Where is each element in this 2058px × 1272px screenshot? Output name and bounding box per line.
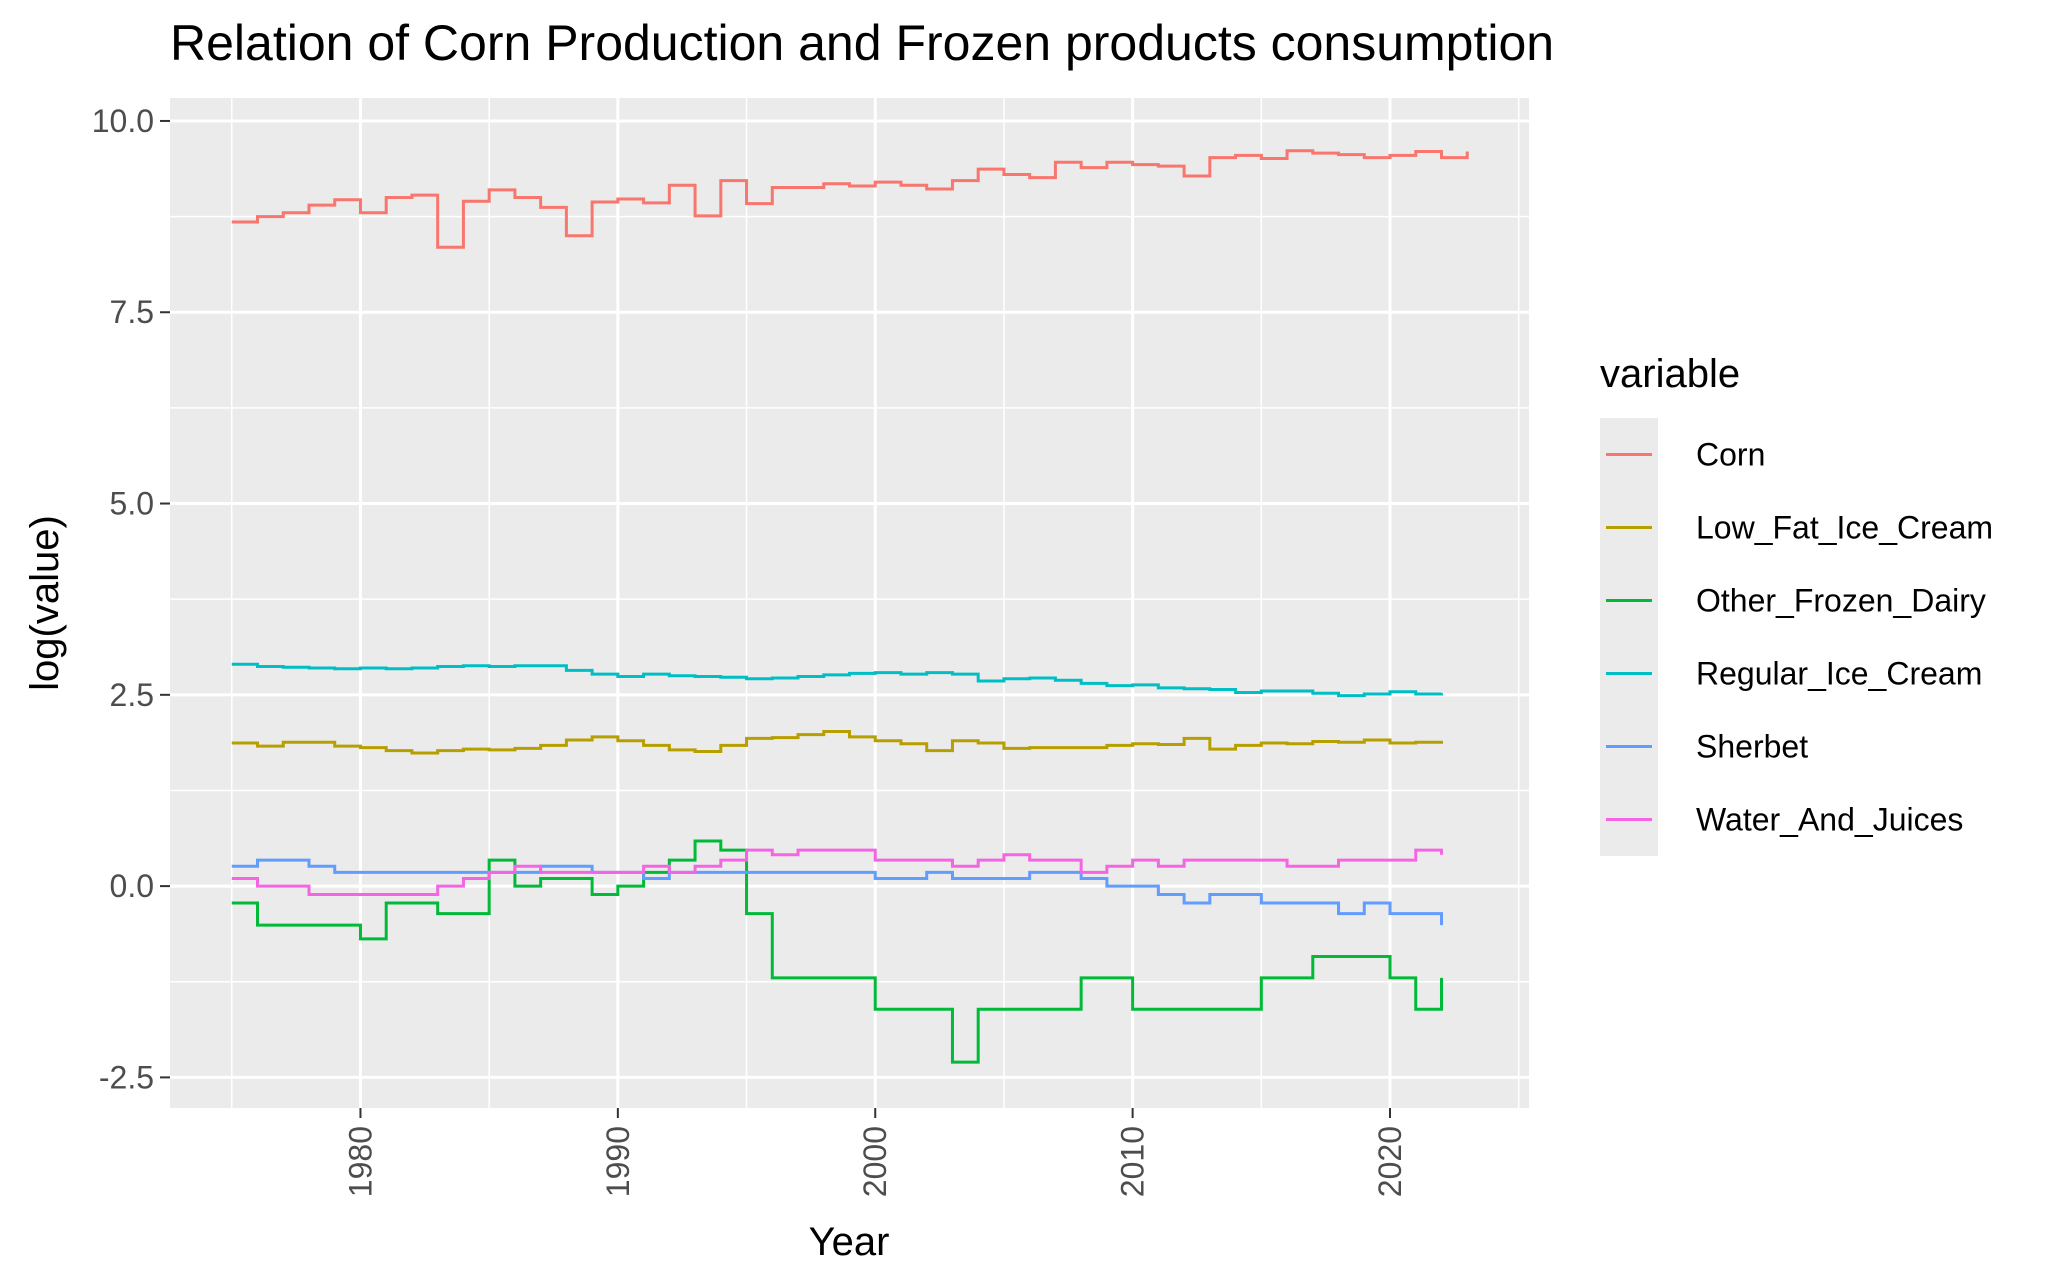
- legend-label-corn: Corn: [1696, 437, 1765, 473]
- series-line-corn: [231, 149, 1469, 249]
- y-axis: 10.0 7.5 5.0 2.5 0.0 -2.5: [92, 103, 170, 1095]
- series-layer: [231, 149, 1469, 1064]
- series-line-regular-ice-cream: [231, 662, 1443, 698]
- x-tick-label: 2020: [1372, 1126, 1408, 1197]
- plot-panel: [170, 98, 1529, 1108]
- legend-key-background: [1600, 418, 1658, 856]
- x-axis-title: Year: [809, 1220, 890, 1264]
- x-axis: 1980 1990 2000 2010 2020: [342, 1108, 1408, 1197]
- x-tick-label: 2010: [1115, 1126, 1151, 1197]
- legend-label-low-fat-ice-cream: Low_Fat_Ice_Cream: [1696, 510, 1993, 546]
- series-line-sherbet: [231, 858, 1443, 926]
- x-tick-label: 1980: [342, 1126, 378, 1197]
- legend-title: variable: [1600, 352, 1740, 396]
- series-line-water-and-juices: [231, 848, 1443, 897]
- y-tick-label: 5.0: [110, 486, 154, 522]
- y-tick-label: 2.5: [110, 677, 154, 713]
- y-tick-label: 7.5: [110, 294, 154, 330]
- series-line-low-fat-ice-cream: [231, 730, 1443, 755]
- y-axis-title: log(value): [23, 515, 67, 691]
- series-line-other-frozen-dairy: [231, 839, 1443, 1064]
- grid-minor: [170, 98, 1529, 1108]
- legend-items: Corn Low_Fat_Ice_Cream Other_Frozen_Dairy R…: [1600, 418, 1993, 856]
- legend-label-other-frozen-dairy: Other_Frozen_Dairy: [1696, 583, 1986, 619]
- legend-label-sherbet: Sherbet: [1696, 729, 1808, 765]
- legend-label-regular-ice-cream: Regular_Ice_Cream: [1696, 656, 1982, 692]
- y-tick-label: 10.0: [92, 103, 154, 139]
- legend-label-water-and-juices: Water_And_Juices: [1696, 802, 1963, 838]
- grid-major: [170, 98, 1529, 1108]
- y-tick-label: -2.5: [99, 1059, 154, 1095]
- x-tick-label: 1990: [600, 1126, 636, 1197]
- legend: variable Corn Low_Fat_Ice_Cream Other_Froz…: [1600, 352, 1993, 856]
- chart-title: Relation of Corn Production and Frozen p…: [170, 15, 1554, 71]
- y-tick-label: 0.0: [110, 868, 154, 904]
- x-tick-label: 2000: [857, 1126, 893, 1197]
